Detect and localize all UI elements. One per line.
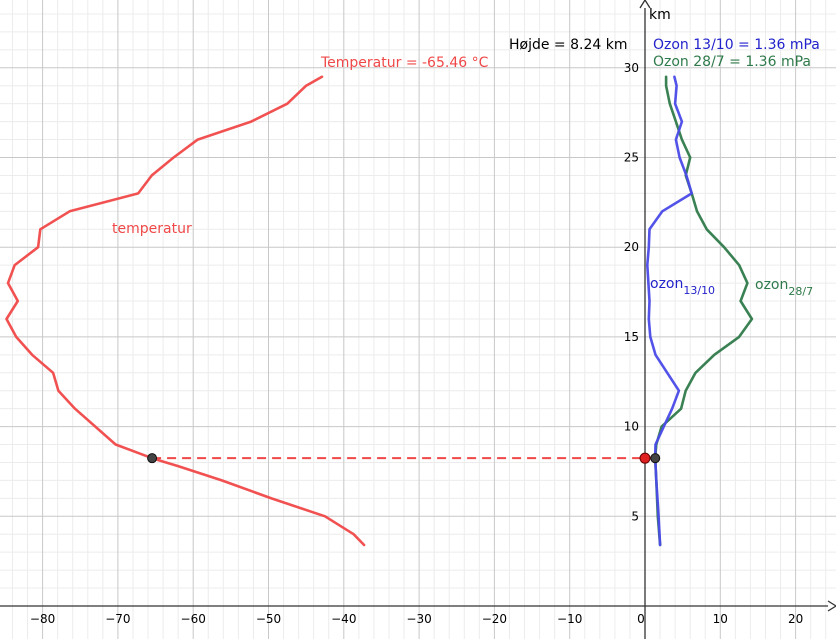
- ozone-1310-label-sub: 13/10: [683, 284, 715, 297]
- x-tick-label: 20: [788, 612, 803, 626]
- x-tick-label: 0: [637, 612, 645, 626]
- x-tick-label: −30: [406, 612, 431, 626]
- temperature-annotation: Temperatur = -65.46 °C: [320, 55, 489, 71]
- x-tick-label: −60: [181, 612, 206, 626]
- y-tick-label: 5: [631, 509, 639, 523]
- x-tick-label: −20: [482, 612, 507, 626]
- y-tick-label: 30: [624, 61, 639, 75]
- x-tick-label: −80: [30, 612, 55, 626]
- ozone-287-curve-label: ozon28/7: [755, 277, 813, 298]
- y-tick-label: 20: [624, 240, 639, 254]
- curves: [5, 75, 754, 547]
- height-annotation: Højde = 8.24 km: [509, 37, 627, 53]
- temperature-curve: [5, 75, 366, 547]
- y-axis-arrow: [639, 0, 651, 9]
- ozone_287-curve: [653, 75, 754, 547]
- ozone-point: [650, 453, 661, 464]
- x-axis-arrow: [827, 600, 836, 612]
- tick-labels: −80 −70 −60 −50 −40 −30 −20 −10 0 10 20 5 10 15 20 25 30: [30, 61, 803, 626]
- x-tick-label: −50: [256, 612, 281, 626]
- ozone-287-annotation: Ozon 28/7 = 1.36 mPa: [653, 54, 811, 70]
- height-point: [639, 452, 651, 464]
- temperature-curve-label: temperatur: [112, 221, 192, 237]
- x-tick-label: 10: [713, 612, 728, 626]
- temperature-point: [147, 453, 158, 464]
- y-tick-label: 15: [624, 330, 639, 344]
- ozone-1310-annotation: Ozon 13/10 = 1.36 mPa: [653, 37, 820, 53]
- markers: [147, 452, 661, 464]
- y-tick-label: 10: [624, 420, 639, 434]
- ozone_1310-curve: [646, 75, 693, 547]
- x-tick-label: −70: [105, 612, 130, 626]
- x-tick-label: −10: [557, 612, 582, 626]
- x-tick-label: −40: [331, 612, 356, 626]
- ozone-287-label-sub: 28/7: [788, 285, 813, 298]
- ozone-1310-label-main: ozon: [650, 276, 683, 292]
- y-axis-label: km: [649, 7, 671, 23]
- ozone-287-label-main: ozon: [755, 277, 788, 293]
- ozone-1310-curve-label: ozon13/10: [650, 276, 715, 297]
- y-tick-label: 25: [624, 151, 639, 165]
